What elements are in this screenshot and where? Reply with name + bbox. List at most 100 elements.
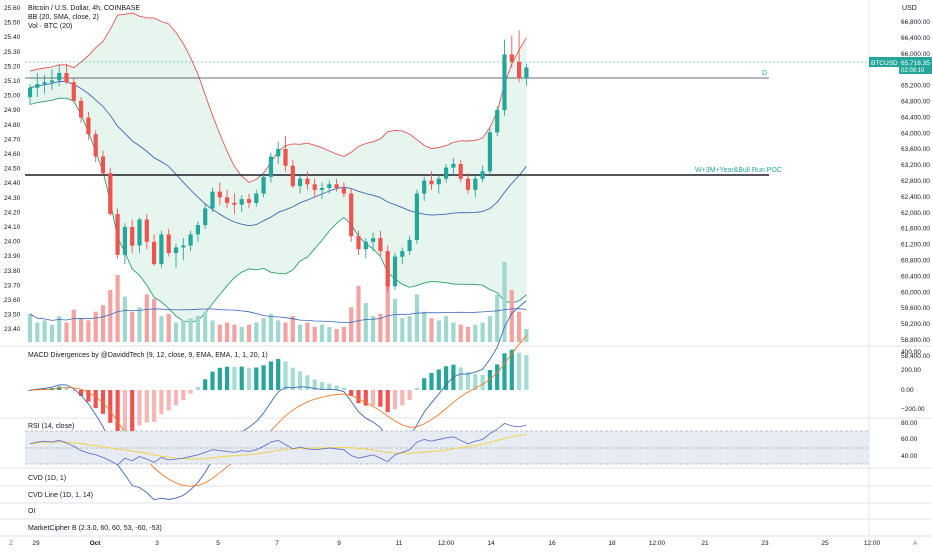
macd-histogram-bar	[100, 390, 106, 414]
candle[interactable]	[349, 188, 354, 242]
candle[interactable]	[509, 35, 514, 68]
candle[interactable]	[487, 128, 492, 175]
candle[interactable]	[181, 238, 186, 261]
candle[interactable]	[305, 171, 310, 190]
candle[interactable]	[458, 160, 463, 183]
candle[interactable]	[188, 230, 193, 252]
candle-body	[349, 193, 354, 237]
candle[interactable]	[79, 97, 84, 124]
candle[interactable]	[239, 195, 244, 213]
candle[interactable]	[444, 163, 449, 183]
candle[interactable]	[261, 173, 266, 198]
candle-body	[93, 134, 98, 157]
time-axis[interactable]: 29 Oct 3 5 7 9 11 12:00 14 16 18 12:00 21 23 25 12:00	[32, 540, 880, 547]
candle[interactable]	[378, 230, 383, 257]
candle[interactable]	[35, 73, 40, 98]
candle[interactable]	[152, 234, 157, 266]
oi-legend[interactable]: OI	[28, 508, 35, 515]
candle[interactable]	[312, 178, 317, 198]
price-tag[interactable]: BTCUSD 65,718.35 02:08:10	[869, 57, 932, 74]
candle[interactable]	[436, 175, 441, 194]
volume-bar	[371, 316, 376, 342]
candle[interactable]	[385, 245, 390, 292]
macd-histogram-bar	[312, 379, 317, 390]
candle[interactable]	[144, 214, 149, 250]
candle[interactable]	[27, 84, 33, 105]
candle[interactable]	[356, 230, 361, 255]
macd-histogram-bar	[436, 369, 441, 390]
candle[interactable]	[422, 176, 427, 201]
candle[interactable]	[122, 223, 127, 265]
macd-histogram-bar	[356, 390, 361, 404]
candle[interactable]	[327, 180, 332, 194]
candle[interactable]	[371, 232, 376, 252]
candle[interactable]	[524, 63, 529, 86]
candle[interactable]	[407, 236, 412, 255]
candle[interactable]	[86, 111, 91, 140]
corner-right-label[interactable]: A	[913, 540, 918, 547]
left-price-axis[interactable]: 25.60 25.50 25.40 25.30 25.20 25.10 25.00 24.90…	[4, 5, 21, 333]
candle[interactable]	[71, 78, 76, 103]
right-price-axis[interactable]: 66,800.0066,400.0066,000.0065,600.0065,2…	[901, 19, 930, 360]
candle-body	[71, 82, 76, 101]
candle[interactable]	[159, 230, 164, 268]
macd-histogram-bar	[349, 390, 354, 397]
candle-body	[203, 208, 208, 226]
candle[interactable]	[429, 171, 434, 190]
currency-label[interactable]: USD	[902, 5, 917, 12]
candle[interactable]	[166, 228, 171, 257]
candle[interactable]	[42, 74, 47, 94]
left-axis-tick: 24.70	[4, 136, 21, 143]
candle[interactable]	[254, 189, 259, 207]
candle[interactable]	[100, 150, 106, 175]
rsi-axis-tick: 40.00	[901, 453, 918, 460]
candle[interactable]	[473, 175, 478, 198]
candle[interactable]	[451, 158, 456, 175]
candle[interactable]	[268, 152, 273, 183]
cvd-line-legend[interactable]: CVD Line (1D, 1, 14)	[28, 492, 93, 499]
candle[interactable]	[319, 182, 325, 200]
candle[interactable]	[502, 39, 507, 116]
candle[interactable]	[517, 30, 522, 83]
candle[interactable]	[334, 178, 339, 192]
candle[interactable]	[276, 141, 281, 164]
candle[interactable]	[115, 208, 120, 259]
cvd-legend[interactable]: CVD (1D, 1)	[28, 475, 66, 482]
candle[interactable]	[217, 182, 222, 205]
chart-title[interactable]: Bitcoin / U.S. Dollar, 4h, COINBASE	[28, 5, 140, 12]
candle[interactable]	[232, 193, 237, 214]
candle[interactable]	[495, 106, 500, 136]
candle[interactable]	[414, 189, 419, 244]
candle[interactable]	[108, 167, 113, 216]
rsi-legend[interactable]: RSI (14, close)	[28, 423, 74, 430]
candle[interactable]	[57, 65, 62, 86]
candle[interactable]	[283, 136, 288, 172]
bb-legend[interactable]: BB (20, SMA, close, 2)	[28, 14, 99, 21]
candle[interactable]	[64, 63, 69, 85]
candle[interactable]	[298, 175, 303, 194]
candle[interactable]	[290, 160, 295, 188]
candle[interactable]	[203, 204, 208, 229]
corner-left-label[interactable]: Z	[9, 540, 13, 547]
candle[interactable]	[465, 173, 471, 194]
candle[interactable]	[400, 247, 405, 265]
candle[interactable]	[173, 243, 179, 268]
market-cipher-legend[interactable]: MarketCipher B (2.3.0, 60, 60, 53, -60, …	[28, 525, 162, 532]
candle[interactable]	[195, 221, 200, 242]
candle[interactable]	[225, 189, 230, 209]
macd-legend[interactable]: MACD Divergences by @DaviddTech (9, 12, …	[28, 352, 268, 359]
candle[interactable]	[363, 238, 368, 259]
candle[interactable]	[93, 130, 98, 163]
candle[interactable]	[137, 217, 142, 253]
candle-body	[217, 191, 222, 198]
candle[interactable]	[49, 69, 54, 90]
candle-body	[524, 67, 529, 79]
candle[interactable]	[392, 252, 398, 290]
candle[interactable]	[480, 165, 485, 183]
candle[interactable]	[210, 188, 215, 213]
candle[interactable]	[130, 219, 135, 253]
candle-body	[400, 251, 405, 257]
volume-legend[interactable]: Vol · BTC (20)	[28, 23, 72, 30]
candle[interactable]	[246, 193, 252, 209]
candle[interactable]	[341, 182, 346, 198]
